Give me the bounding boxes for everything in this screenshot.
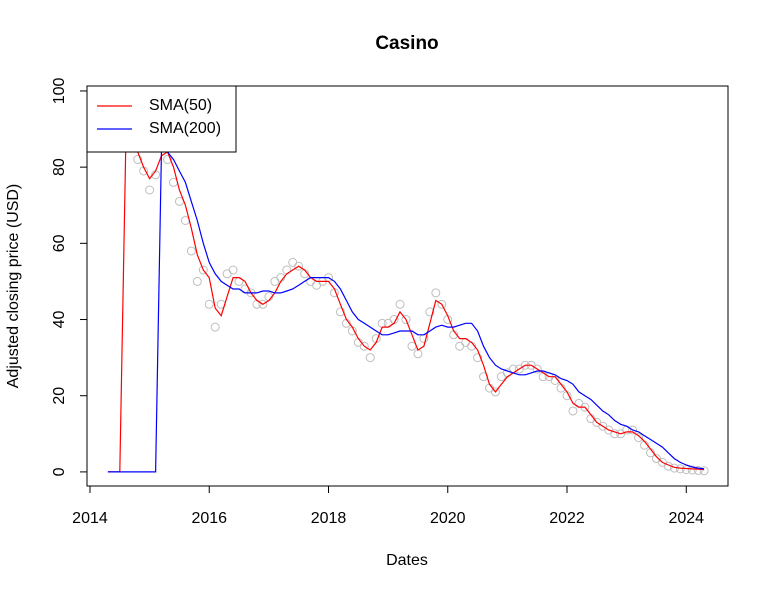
price-point [162,155,172,165]
price-point [628,425,638,435]
sma-line [107,147,705,473]
price-point [306,276,316,286]
price-point [133,155,143,165]
price-point [210,322,220,332]
price-point [359,341,369,351]
price-point [634,433,644,443]
price-point [687,465,697,475]
price-point [473,353,483,363]
price-point [186,246,196,256]
price-point [532,364,542,374]
price-point [574,398,584,408]
x-tick-label: 2014 [72,510,108,527]
price-point [234,276,244,286]
legend-label: SMA(200) [149,120,221,137]
y-axis-label: Adjusted closing price (USD) [5,184,22,389]
y-tick-label: 20 [51,387,68,405]
price-point [395,299,405,309]
price-point [490,387,500,397]
y-tick-label: 60 [51,234,68,252]
price-point [431,288,441,298]
price-point [610,429,620,439]
y-tick-label: 100 [51,78,68,105]
y-tick-label: 80 [51,158,68,176]
price-point [461,337,471,347]
price-point [651,454,661,464]
price-point [568,406,578,416]
price-point [258,299,268,309]
price-point [222,269,232,279]
price-point [145,185,155,195]
price-point [288,257,298,267]
price-point [294,261,304,271]
price-point [270,276,280,286]
legend-box [86,85,237,153]
price-point [198,265,208,275]
price-point [192,276,202,286]
price-point [699,466,709,476]
x-tick-label: 2020 [430,510,466,527]
legend-label: SMA(50) [149,97,212,114]
x-tick-label: 2024 [668,510,704,527]
price-point [455,341,465,351]
price-point [335,307,345,317]
x-tick-label: 2016 [191,510,227,527]
price-point [228,265,238,275]
price-point [365,353,375,363]
price-point [282,265,292,275]
y-tick-label: 40 [51,311,68,329]
x-axis-label: Dates [386,552,428,569]
sma-line [107,143,705,473]
y-tick-label: 0 [51,467,68,476]
price-point [401,315,411,325]
price-point [383,318,393,328]
price-point [312,280,322,290]
price-point [496,372,506,382]
price-point [693,465,703,475]
x-tick-label: 2022 [549,510,585,527]
price-point [437,299,447,309]
x-tick-label: 2018 [311,510,347,527]
price-point [413,349,423,359]
chart-title: Casino [375,33,438,54]
price-point [204,299,214,309]
price-point [425,307,435,317]
